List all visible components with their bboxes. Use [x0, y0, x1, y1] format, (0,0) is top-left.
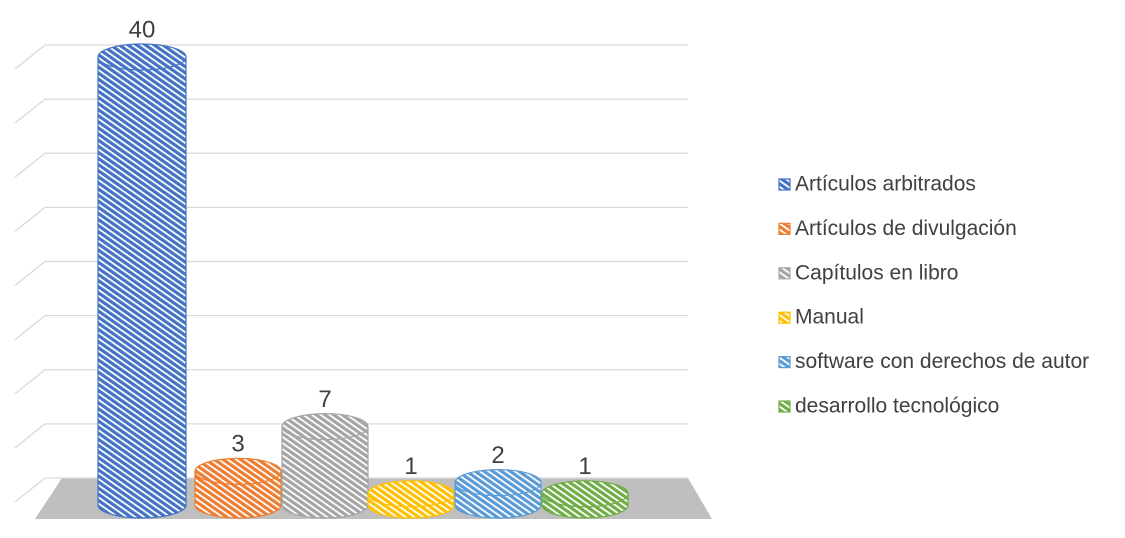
legend-swatch: [778, 400, 791, 413]
legend-label: software con derechos de autor: [795, 350, 1089, 373]
grid-line: [14, 44, 688, 70]
legend-swatch: [778, 222, 791, 235]
cylinder-top: [541, 480, 629, 508]
legend-label: Artículos arbitrados: [795, 173, 976, 196]
data-label: 1: [404, 453, 417, 480]
legend-swatch: [778, 311, 791, 324]
grid-line: [14, 152, 688, 178]
legend-label: desarrollo tecnológico: [795, 395, 999, 418]
legend-swatch: [778, 267, 791, 280]
cylinder-top: [367, 480, 455, 508]
legend-swatch: [778, 178, 791, 191]
data-label: 7: [318, 386, 331, 413]
grid-line: [14, 98, 688, 124]
grid-line: [14, 369, 688, 395]
data-label: 3: [231, 431, 244, 458]
cylinder-top: [97, 43, 187, 71]
bar: [98, 57, 186, 505]
grid-line: [14, 206, 688, 232]
cylinder-top: [194, 457, 282, 485]
data-label: 2: [491, 442, 504, 469]
data-label: 40: [129, 16, 156, 43]
legend-label: Capítulos en libro: [795, 261, 958, 284]
grid-line: [14, 314, 688, 341]
cylinder-top: [454, 469, 542, 497]
cylinder-top: [281, 413, 369, 441]
grid-line: [14, 260, 688, 287]
legend-label: Manual: [795, 306, 864, 329]
grid-line: [14, 423, 688, 449]
legend-label: Artículos de divulgación: [795, 217, 1017, 240]
legend-swatch: [778, 356, 791, 369]
data-label: 1: [578, 453, 591, 480]
